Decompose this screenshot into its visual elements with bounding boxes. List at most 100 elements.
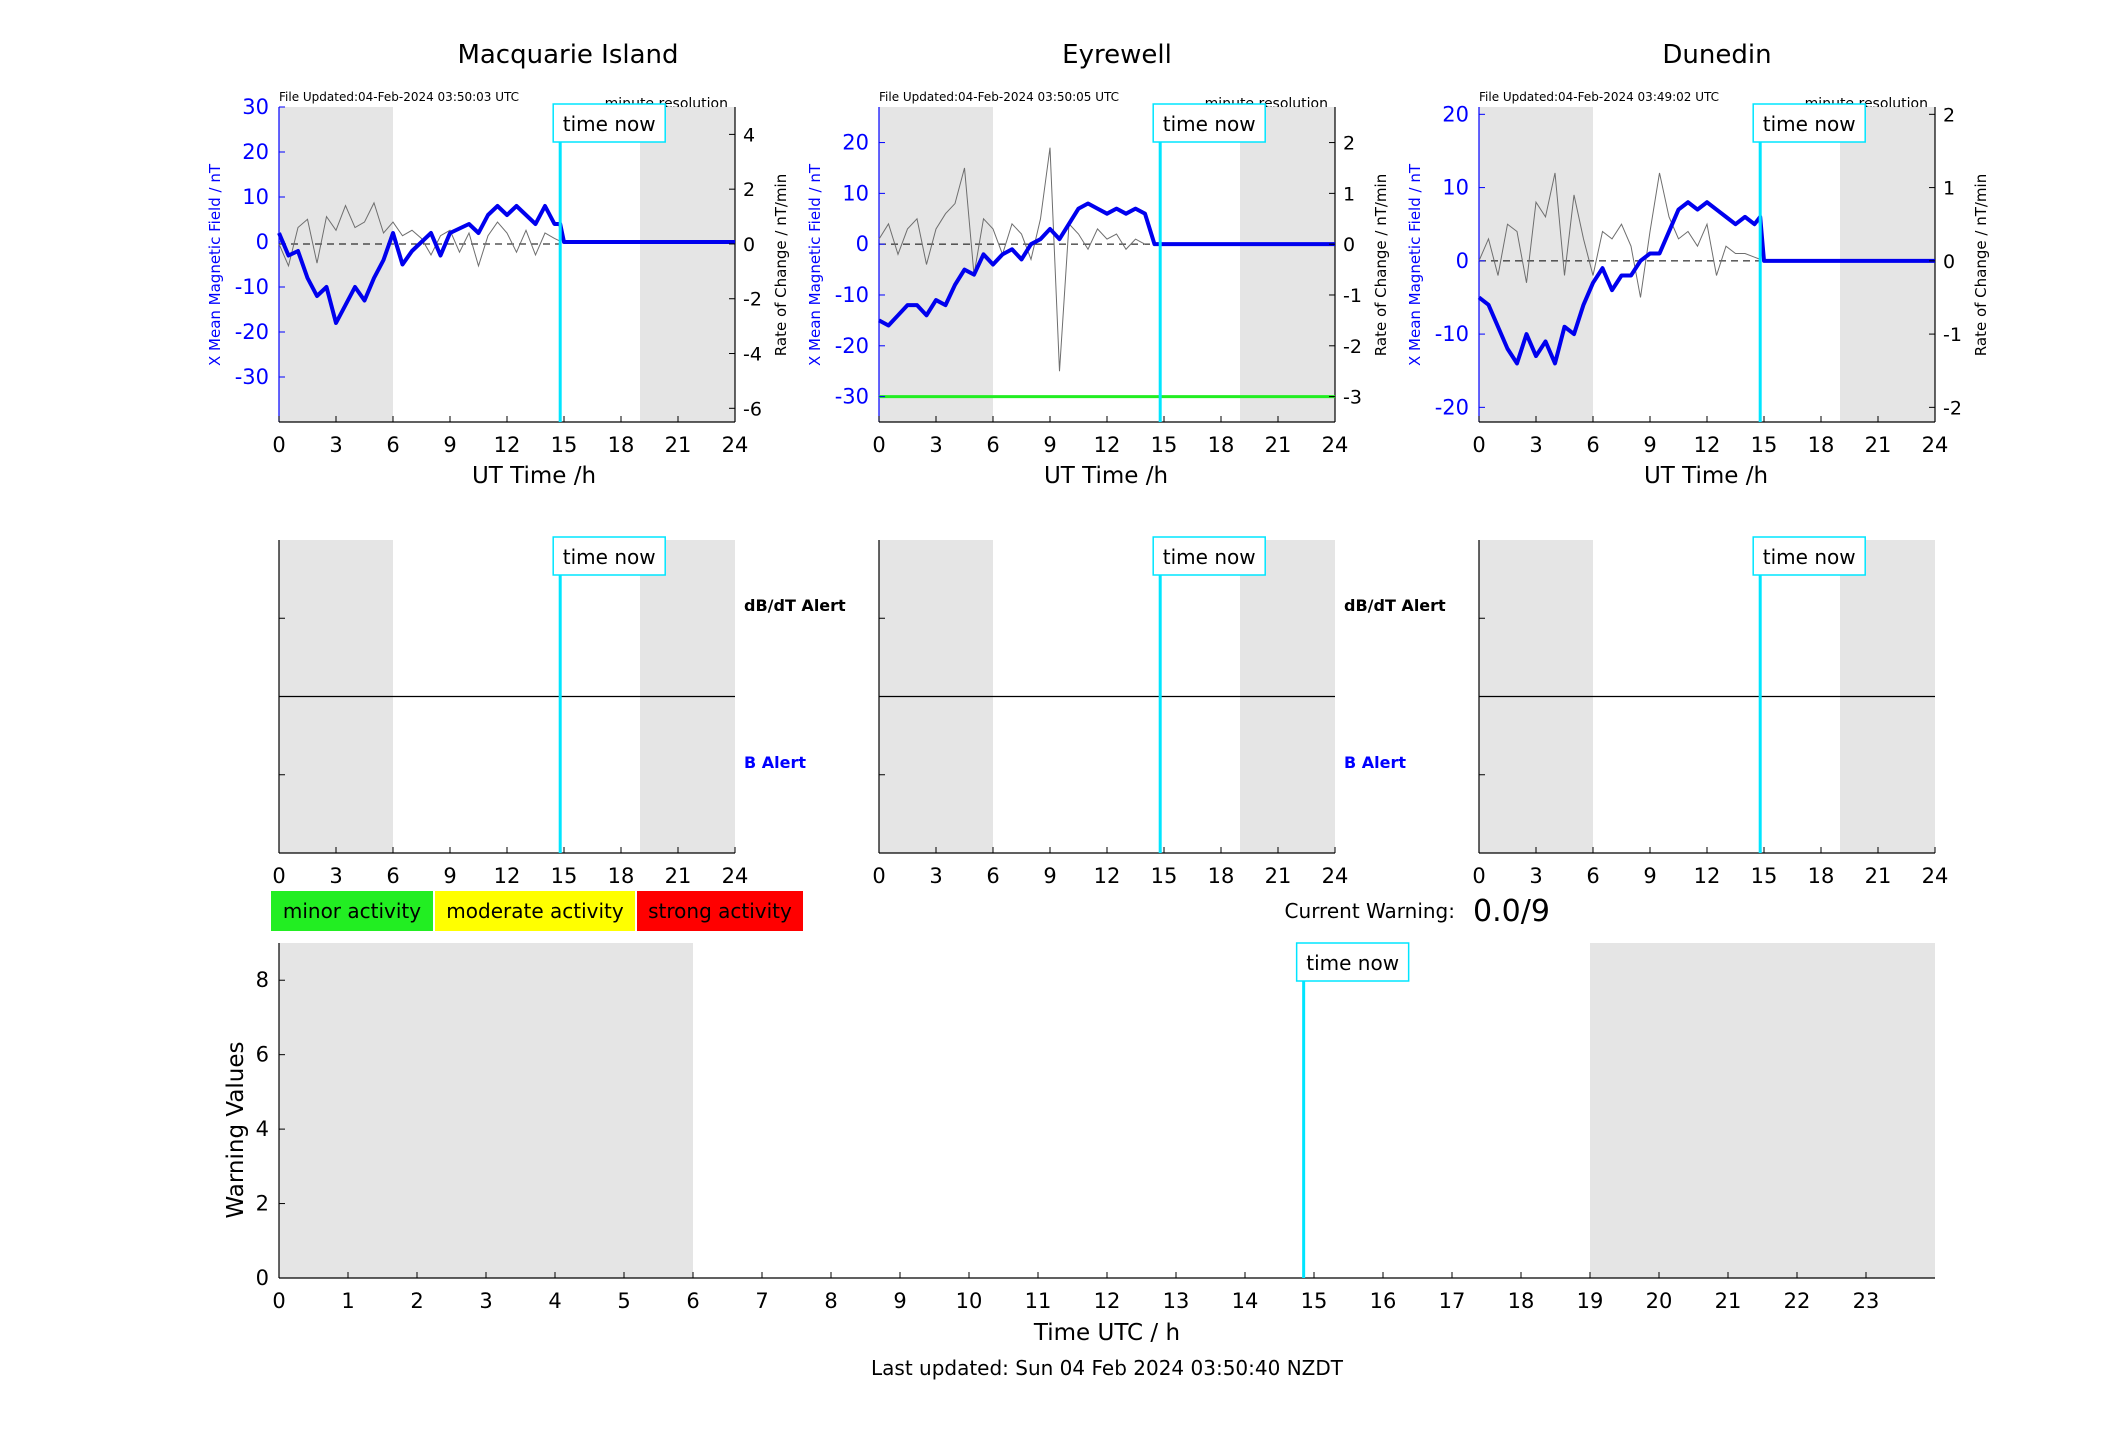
right-y-tick-label: 0 xyxy=(1943,251,1955,273)
x-tick-label: 6 xyxy=(1586,864,1599,888)
dbdt-alert-label-macquarie: dB/dT Alert xyxy=(744,596,846,615)
x-tick-label: 14 xyxy=(1232,1289,1259,1313)
x-tick-label: 9 xyxy=(1643,433,1656,457)
left-y-tick-label: 20 xyxy=(842,131,869,155)
night-shade xyxy=(1479,107,1593,422)
x-tick-label: 24 xyxy=(1922,864,1949,888)
x-tick-label: 18 xyxy=(1508,1289,1535,1313)
b-alert-label-macquarie: B Alert xyxy=(744,753,806,772)
time-now-label: time now xyxy=(563,545,656,569)
x-tick-label: 0 xyxy=(272,1289,285,1313)
x-tick-label: 6 xyxy=(1586,433,1599,457)
x-tick-label: 7 xyxy=(755,1289,768,1313)
x-tick-label: 15 xyxy=(1151,864,1178,888)
x-tick-label: 18 xyxy=(608,433,635,457)
legend-strong-label: strong activity xyxy=(648,899,792,923)
time-now-box xyxy=(1752,103,1866,143)
right-y-tick-label: 2 xyxy=(1343,133,1355,155)
file-updated-eyrewell: File Updated:04-Feb-2024 03:50:05 UTC xyxy=(879,90,1119,104)
right-y-tick-label: 4 xyxy=(743,124,755,146)
x-tick-label: 12 xyxy=(1094,1289,1121,1313)
left-y-tick-label: -30 xyxy=(835,385,869,409)
left-y-label-dunedin: X Mean Magnetic Field / nT xyxy=(1406,163,1424,366)
rate-of-change-series xyxy=(878,147,1146,372)
warning-values-chart: 0 1 2 3 4 5 6 7 8 9 10 11 12 13 14 15 16 17 18 19 20 21 22 2302… xyxy=(256,942,1935,1313)
x-tick-label: 9 xyxy=(1043,864,1056,888)
rate-of-change-series xyxy=(1478,172,1761,298)
y-tick-label: 4 xyxy=(256,1117,269,1141)
x-tick-label: 6 xyxy=(986,433,999,457)
b-alert-label-eyrewell: B Alert xyxy=(1344,753,1406,772)
x-tick-label: 9 xyxy=(1043,433,1056,457)
y-tick-label: 2 xyxy=(256,1192,269,1216)
left-y-tick-label: -10 xyxy=(1435,322,1469,346)
right-y-tick-label: -4 xyxy=(743,344,762,366)
x-tick-label: 3 xyxy=(929,433,942,457)
x-tick-label: 13 xyxy=(1163,1289,1190,1313)
time-now-label: time now xyxy=(1163,545,1256,569)
warning-x-axis-label: Time UTC / h xyxy=(1033,1320,1180,1346)
time-now-box xyxy=(1295,942,1410,982)
alert-panel-dunedin: 0 3 6 9 12 15 18 21 24 time now xyxy=(1472,536,1949,888)
time-now-label: time now xyxy=(1163,112,1256,136)
left-y-tick-label: -30 xyxy=(235,365,269,389)
x-tick-label: 20 xyxy=(1646,1289,1673,1313)
x-tick-label: 18 xyxy=(1808,433,1835,457)
y-tick-label: 0 xyxy=(256,1266,269,1290)
left-y-tick-label: 0 xyxy=(256,230,269,254)
left-y-tick-label: 30 xyxy=(242,95,269,119)
x-tick-label: 0 xyxy=(272,433,285,457)
time-now-box xyxy=(552,536,666,576)
right-y-tick-label: 2 xyxy=(743,179,755,201)
x-tick-label: 11 xyxy=(1025,1289,1052,1313)
x-tick-label: 18 xyxy=(1808,864,1835,888)
left-y-tick-label: 20 xyxy=(1442,102,1469,126)
right-y-tick-label: -2 xyxy=(743,289,762,311)
right-y-tick-label: 2 xyxy=(1943,104,1955,126)
x-tick-label: 0 xyxy=(872,433,885,457)
time-now-label: time now xyxy=(1763,112,1856,136)
x-tick-label: 18 xyxy=(608,864,635,888)
right-y-label-macquarie: Rate of Change / nT/min xyxy=(772,174,790,356)
x-tick-label: 3 xyxy=(329,864,342,888)
right-y-tick-label: -6 xyxy=(743,398,762,420)
time-now-box xyxy=(552,103,666,143)
time-now-box xyxy=(1152,103,1266,143)
x-axis-label-macquarie: UT Time /h xyxy=(472,463,596,489)
magnetic-field-series xyxy=(878,201,1335,328)
x-tick-label: 12 xyxy=(494,433,521,457)
station-title-dunedin: Dunedin xyxy=(1662,40,1771,70)
left-y-tick-label: 10 xyxy=(1442,176,1469,200)
x-tick-label: 3 xyxy=(479,1289,492,1313)
left-y-tick-label: 0 xyxy=(1456,249,1469,273)
x-axis-label-dunedin: UT Time /h xyxy=(1644,463,1768,489)
right-y-tick-label: -2 xyxy=(1943,397,1962,419)
right-y-tick-label: 1 xyxy=(1943,178,1955,200)
x-tick-label: 15 xyxy=(1151,433,1178,457)
x-tick-label: 12 xyxy=(1694,864,1721,888)
x-tick-label: 23 xyxy=(1853,1289,1880,1313)
x-tick-label: 21 xyxy=(1865,433,1892,457)
left-y-tick-label: -10 xyxy=(235,275,269,299)
x-tick-label: 0 xyxy=(1472,864,1485,888)
x-tick-label: 3 xyxy=(329,433,342,457)
right-y-tick-label: 1 xyxy=(1343,183,1355,205)
right-y-label-eyrewell: Rate of Change / nT/min xyxy=(1372,174,1390,356)
left-y-label-eyrewell: X Mean Magnetic Field / nT xyxy=(806,163,824,366)
night-shade xyxy=(1240,107,1335,422)
x-tick-label: 21 xyxy=(1715,1289,1742,1313)
x-tick-label: 12 xyxy=(494,864,521,888)
left-y-tick-label: -10 xyxy=(835,283,869,307)
y-tick-label: 6 xyxy=(256,1043,269,1067)
x-tick-label: 9 xyxy=(1643,864,1656,888)
current-warning-label: Current Warning: xyxy=(1285,899,1455,923)
left-y-tick-label: 20 xyxy=(242,140,269,164)
night-shade xyxy=(279,107,393,422)
night-shade xyxy=(1840,107,1935,422)
x-tick-label: 0 xyxy=(272,864,285,888)
x-tick-label: 24 xyxy=(1322,864,1349,888)
x-tick-label: 4 xyxy=(548,1289,561,1313)
rate-of-change-series xyxy=(278,201,561,268)
x-tick-label: 21 xyxy=(1265,433,1292,457)
